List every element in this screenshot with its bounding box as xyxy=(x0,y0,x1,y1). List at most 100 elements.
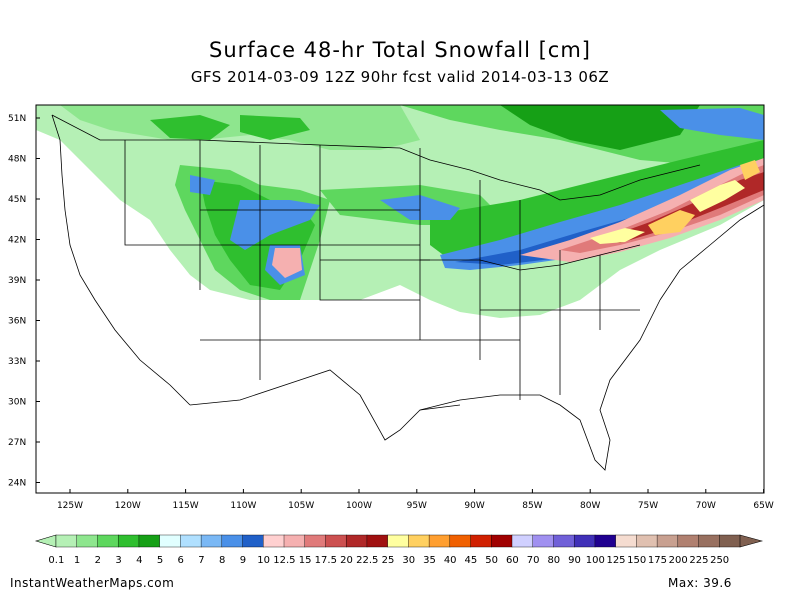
colorbar-label: 15 xyxy=(299,555,312,566)
snowfall-field xyxy=(36,105,764,318)
map-frame xyxy=(35,104,765,494)
colorbar-swatch xyxy=(553,534,575,548)
colorbar-label: 7 xyxy=(198,555,204,566)
colorbar-swatch xyxy=(180,534,202,548)
colorbar-swatch xyxy=(200,534,223,548)
colorbar-swatch xyxy=(325,534,347,548)
colorbar-label: 175 xyxy=(648,555,667,566)
colorbar-swatch xyxy=(449,534,472,548)
colorbar-swatch xyxy=(97,534,119,548)
map-subtitle: GFS 2014-03-09 12Z 90hr fcst valid 2014-… xyxy=(190,68,610,86)
colorbar-swatch xyxy=(636,534,658,548)
colorbar-label: 6 xyxy=(178,555,184,566)
colorbar-label: 20 xyxy=(340,555,353,566)
colorbar-label: 1 xyxy=(74,555,80,566)
colorbar-swatch xyxy=(677,534,700,548)
colorbar-label: 30 xyxy=(402,555,415,566)
colorbar-swatch xyxy=(263,534,285,548)
colorbar-swatch xyxy=(408,534,430,548)
lon-tick-label: 75W xyxy=(638,501,658,511)
colorbar-swatch xyxy=(387,534,409,548)
lat-tick-label: 27N xyxy=(8,438,26,448)
colorbar-label: 50 xyxy=(485,555,498,566)
colorbar-swatch xyxy=(138,534,161,548)
colorbar: 0.1 1 2 3 4 5 6 7 8 9 10 12.5 15 17.5 20 22.5 25 30 35 40 45… xyxy=(34,534,764,566)
colorbar-label: 4 xyxy=(136,555,142,566)
colorbar-swatch xyxy=(532,534,554,548)
lat-tick-label: 36N xyxy=(8,317,26,327)
colorbar-label: 12.5 xyxy=(273,555,295,566)
map-title: Surface 48-hr Total Snowfall [cm] xyxy=(209,38,591,62)
colorbar-label: 22.5 xyxy=(356,555,378,566)
lon-tick-label: 105W xyxy=(288,501,314,511)
longitude-axis: 125W 120W 115W 110W 105W 100W 95W 90W 85W 80W 75W 7… xyxy=(57,489,774,511)
colorbar-label: 3 xyxy=(115,555,121,566)
colorbar-swatch xyxy=(304,534,326,548)
colorbar-label: 0.1 xyxy=(48,555,64,566)
latitude-axis: 51N 48N 45N 42N 39N 36N 33N 30N 27N 24N xyxy=(8,114,40,489)
lat-tick-label: 39N xyxy=(8,276,26,286)
colorbar-label: 90 xyxy=(568,555,581,566)
colorbar-label: 250 xyxy=(710,555,729,566)
lon-tick-label: 120W xyxy=(115,501,141,511)
colorbar-swatch xyxy=(159,534,181,548)
colorbar-swatch xyxy=(470,534,492,548)
colorbar-label: 25 xyxy=(382,555,395,566)
colorbar-swatch xyxy=(491,534,513,548)
colorbar-swatch xyxy=(117,534,140,548)
colorbar-label: 5 xyxy=(157,555,163,566)
colorbar-swatch xyxy=(283,534,306,548)
lon-tick-label: 65W xyxy=(753,501,773,511)
lon-tick-label: 125W xyxy=(57,501,83,511)
colorbar-label: 60 xyxy=(506,555,519,566)
colorbar-swatch xyxy=(221,534,244,548)
lat-tick-label: 45N xyxy=(8,195,26,205)
colorbar-label: 2 xyxy=(95,555,101,566)
state-boundaries xyxy=(51,114,764,471)
lon-tick-label: 115W xyxy=(173,501,199,511)
lat-tick-label: 48N xyxy=(8,155,26,165)
colorbar-swatch xyxy=(428,534,451,548)
colorbar-label: 10 xyxy=(257,555,270,566)
colorbar-label: 100 xyxy=(586,555,605,566)
colorbar-swatch xyxy=(366,534,389,548)
lat-tick-label: 24N xyxy=(8,479,26,489)
lon-tick-label: 110W xyxy=(230,501,256,511)
colorbar-label: 150 xyxy=(627,555,646,566)
lat-tick-label: 51N xyxy=(8,114,26,124)
colorbar-label: 9 xyxy=(240,555,246,566)
colorbar-label: 125 xyxy=(606,555,625,566)
colorbar-swatch xyxy=(615,534,637,548)
colorbar-label: 8 xyxy=(219,555,225,566)
lat-tick-label: 42N xyxy=(8,236,26,246)
lon-tick-label: 100W xyxy=(346,501,372,511)
lon-tick-label: 85W xyxy=(522,501,542,511)
colorbar-swatch xyxy=(76,534,98,548)
colorbar-swatch xyxy=(242,534,264,548)
colorbar-swatch xyxy=(594,534,617,548)
colorbar-label: 80 xyxy=(547,555,560,566)
colorbar-label: 225 xyxy=(689,555,708,566)
lat-tick-label: 33N xyxy=(8,357,26,367)
colorbar-left-arrow xyxy=(34,534,57,548)
colorbar-swatch xyxy=(573,534,596,548)
colorbar-label: 40 xyxy=(444,555,457,566)
colorbar-swatch xyxy=(656,534,679,548)
colorbar-label: 45 xyxy=(465,555,478,566)
colorbar-label: 17.5 xyxy=(315,555,337,566)
colorbar-swatch xyxy=(698,534,720,548)
lon-tick-label: 95W xyxy=(407,501,427,511)
lon-tick-label: 70W xyxy=(696,501,716,511)
colorbar-swatch xyxy=(345,534,368,548)
colorbar-swatch xyxy=(719,534,741,548)
colorbar-right-arrow xyxy=(739,534,764,548)
lat-tick-label: 30N xyxy=(8,398,26,408)
source-credit: InstantWeatherMaps.com xyxy=(10,576,175,590)
lon-tick-label: 90W xyxy=(464,501,484,511)
max-value: Max: 39.6 xyxy=(668,576,732,590)
lon-tick-label: 80W xyxy=(580,501,600,511)
colorbar-swatch xyxy=(55,534,78,548)
colorbar-label: 70 xyxy=(527,555,540,566)
colorbar-swatch xyxy=(511,534,534,548)
